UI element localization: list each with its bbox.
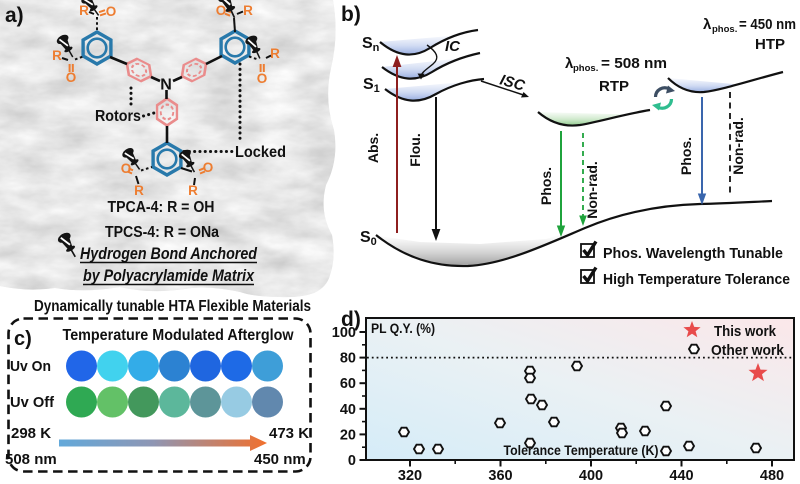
svg-text:O: O xyxy=(203,160,214,175)
svg-text:Phos.: Phos. xyxy=(678,137,694,175)
svg-text:c): c) xyxy=(14,328,32,350)
svg-text:ISC: ISC xyxy=(498,72,528,96)
svg-text:Non-rad.: Non-rad. xyxy=(730,117,746,175)
svg-text:R: R xyxy=(52,48,62,63)
svg-text:100: 100 xyxy=(332,325,356,341)
svg-text:High Temperature Tolerance: High Temperature Tolerance xyxy=(603,271,790,288)
svg-text:Phos. Wavelength Tunable: Phos. Wavelength Tunable xyxy=(603,245,783,262)
svg-text:R: R xyxy=(134,183,144,198)
svg-text:PL Q.Y. (%): PL Q.Y. (%) xyxy=(371,321,435,336)
svg-text:0: 0 xyxy=(348,453,356,469)
svg-text:Temperature Modulated Afterglo: Temperature Modulated Afterglow xyxy=(63,327,295,344)
svg-text:a): a) xyxy=(5,4,24,27)
svg-text:phos.: phos. xyxy=(573,63,598,74)
svg-text:λ: λ xyxy=(703,16,712,33)
svg-text:= 508 nm: = 508 nm xyxy=(601,56,667,72)
svg-text:508 nm: 508 nm xyxy=(5,451,57,468)
svg-text:R: R xyxy=(188,183,198,198)
svg-text:phos.: phos. xyxy=(712,24,737,35)
svg-text:IC: IC xyxy=(445,38,461,55)
svg-text:TPCS-4: R = ONa: TPCS-4: R = ONa xyxy=(105,224,219,241)
svg-text:This work: This work xyxy=(714,323,777,340)
svg-text:80: 80 xyxy=(340,351,356,367)
svg-text:480: 480 xyxy=(760,468,784,484)
svg-text:Hydrogen Bond Anchored: Hydrogen Bond Anchored xyxy=(80,245,258,263)
svg-text:O: O xyxy=(216,3,227,18)
svg-text:Other work: Other work xyxy=(711,342,785,359)
svg-text:O: O xyxy=(106,4,117,19)
svg-text:Dynamically tunable HTA Flexib: Dynamically tunable HTA Flexible Materia… xyxy=(34,298,311,315)
svg-text:R: R xyxy=(270,46,280,61)
svg-text:360: 360 xyxy=(488,468,512,484)
svg-text:Non-rad.: Non-rad. xyxy=(584,161,600,219)
svg-text:N: N xyxy=(160,77,172,94)
svg-text:320: 320 xyxy=(398,468,422,484)
svg-text:473 K: 473 K xyxy=(269,425,309,442)
svg-text:= 450 nm: = 450 nm xyxy=(739,17,796,33)
svg-text:440: 440 xyxy=(669,468,693,484)
svg-text:400: 400 xyxy=(579,468,603,484)
svg-text:by Polyacrylamide Matrix: by Polyacrylamide Matrix xyxy=(83,267,255,285)
svg-text:298 K: 298 K xyxy=(11,425,51,442)
svg-text:Flou.: Flou. xyxy=(407,133,423,166)
svg-text:O: O xyxy=(121,161,132,176)
svg-text:R: R xyxy=(79,3,89,18)
svg-text:HTP: HTP xyxy=(755,36,785,53)
svg-text:Rotors: Rotors xyxy=(95,108,141,125)
svg-text:Phos.: Phos. xyxy=(538,167,554,205)
svg-text:Tolerance Temperature (K): Tolerance Temperature (K) xyxy=(504,443,659,458)
svg-text:RTP: RTP xyxy=(599,78,629,95)
svg-text:O: O xyxy=(257,71,268,86)
svg-text:O: O xyxy=(66,70,77,85)
svg-text:20: 20 xyxy=(340,427,356,443)
svg-text:b): b) xyxy=(341,3,361,26)
svg-text:Locked: Locked xyxy=(235,144,286,161)
svg-text:450 nm: 450 nm xyxy=(254,451,306,468)
svg-text:Uv Off: Uv Off xyxy=(10,394,55,411)
svg-text:λ: λ xyxy=(565,55,574,72)
svg-text:R: R xyxy=(243,3,253,18)
svg-text:d): d) xyxy=(341,308,361,331)
svg-text:Uv On: Uv On xyxy=(10,358,51,375)
svg-text:60: 60 xyxy=(340,376,356,392)
svg-text:TPCA-4: R = OH: TPCA-4: R = OH xyxy=(108,199,215,216)
svg-text:40: 40 xyxy=(340,402,356,418)
svg-text:Abs.: Abs. xyxy=(365,133,381,163)
